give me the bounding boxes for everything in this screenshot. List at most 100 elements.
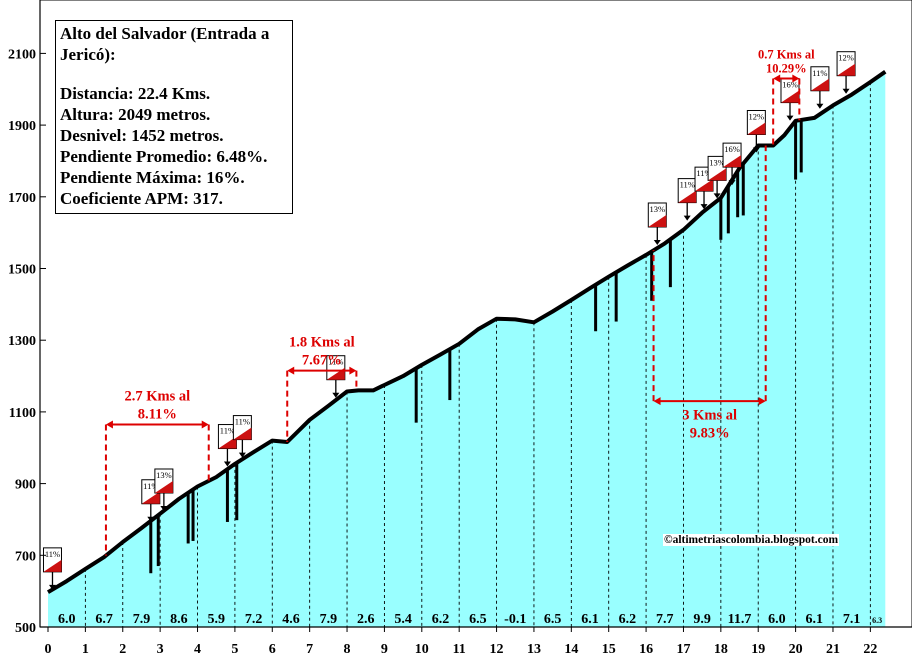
grade-sign-icon: 13% xyxy=(154,468,174,511)
grade-sign-label: 16% xyxy=(782,80,798,90)
sign-arrowhead xyxy=(816,103,824,109)
sign-arrowhead xyxy=(700,204,708,210)
sign-slope-triangle xyxy=(837,63,856,76)
x-tick-label: 9 xyxy=(381,642,388,657)
grade-sign-label: 16% xyxy=(724,144,740,154)
info-average-grade: Pendiente Promedio: 6.48%. xyxy=(60,147,268,166)
grade-sign-label: 11% xyxy=(143,481,158,491)
sign-slope-triangle xyxy=(141,491,160,504)
y-tick-label: 500 xyxy=(15,621,36,636)
sign-slope-triangle xyxy=(43,559,62,572)
x-tick-label: 14 xyxy=(564,642,578,657)
sign-slope-triangle xyxy=(233,427,252,440)
x-tick-label: 0 xyxy=(45,642,52,657)
sign-arrowhead xyxy=(160,505,168,511)
sign-arrowhead xyxy=(653,239,661,245)
km-grade-label: 6.2 xyxy=(619,612,637,627)
y-tick-label: 1500 xyxy=(8,263,36,278)
grade-sign-icon: 11% xyxy=(810,66,830,109)
segment-arrowhead-left xyxy=(653,397,661,406)
km-grade-label: 6.0 xyxy=(768,612,786,627)
x-tick-label: 1 xyxy=(82,642,89,657)
sign-arrowhead xyxy=(332,392,340,398)
grade-sign-label: 11% xyxy=(696,168,711,178)
climb-segment-label: 3 Kms al xyxy=(682,408,737,424)
y-tick-label: 1900 xyxy=(8,119,36,134)
climb-segment-annotation: 1.8 Kms al 7.67% xyxy=(286,335,358,443)
grade-sign-icon: 12% xyxy=(746,109,766,153)
km-grade-label: -0.1 xyxy=(504,612,526,627)
segment-arrowhead-left xyxy=(287,366,295,375)
sign-arrowhead xyxy=(752,147,760,153)
climb-info-box: Alto del Salvador (Entrada a Jericó): Di… xyxy=(55,20,293,214)
km-grade-label: 5.9 xyxy=(207,612,225,627)
x-tick-label: 20 xyxy=(789,642,803,657)
y-tick-label: 900 xyxy=(15,478,36,493)
climb-title: Alto del Salvador (Entrada a Jericó): xyxy=(60,24,270,64)
grade-sign-icon: 11% xyxy=(42,547,62,590)
climb-segment-label: 1.8 Kms al xyxy=(289,335,355,351)
sign-slope-triangle xyxy=(218,436,237,449)
km-grade-label: 6.2 xyxy=(432,612,450,627)
grade-sign-label: 13% xyxy=(156,470,172,480)
sign-arrowhead xyxy=(728,180,736,186)
climb-segment-label: 10.29% xyxy=(766,61,807,75)
sign-arrowhead xyxy=(238,452,246,458)
grade-sign-label: 11% xyxy=(680,180,695,190)
km-grade-label: 4.6 xyxy=(282,612,300,627)
sign-slope-triangle xyxy=(747,122,766,135)
climb-segment-annotation: 3 Kms al 9.83% xyxy=(652,145,767,442)
climb-segment-label: 0.7 Kms al xyxy=(758,47,815,61)
km-grade-label: 7.7 xyxy=(656,612,674,627)
grade-sign-icon: 13% xyxy=(647,202,667,245)
sign-slope-triangle xyxy=(723,155,742,168)
y-tick-label: 1700 xyxy=(8,191,36,206)
x-tick-label: 3 xyxy=(157,642,164,657)
grade-sign-label: 13% xyxy=(709,157,725,167)
x-tick-label: 18 xyxy=(714,642,728,657)
km-grade-label: 6.5 xyxy=(469,612,487,627)
km-grade-label: 6.1 xyxy=(581,612,599,627)
segment-arrowhead-right xyxy=(758,397,766,406)
sign-slope-triangle xyxy=(154,480,173,493)
km-grade-label: 11.7 xyxy=(728,612,752,627)
km-grade-label: 5.4 xyxy=(394,612,412,627)
km-grade-label: 6.1 xyxy=(806,612,824,627)
km-grade-label: 7.1 xyxy=(843,612,861,627)
km-grade-label: 9.9 xyxy=(693,612,711,627)
km-grade-label: 7.2 xyxy=(245,612,263,627)
sign-slope-triangle xyxy=(810,78,829,91)
info-altitude: Altura: 2049 metros. xyxy=(60,105,211,124)
km-grade-label: 2.6 xyxy=(357,612,375,627)
climb-segment-annotation: 2.7 Kms al 8.11% xyxy=(104,388,210,556)
x-tick-label: 11 xyxy=(453,642,466,657)
info-distance: Distancia: 22.4 Kms. xyxy=(60,84,211,103)
km-grade-label: 6.0 xyxy=(58,612,76,627)
grade-sign-icon: 16% xyxy=(780,78,800,121)
grade-sign-icon: 11% xyxy=(217,424,237,467)
grade-sign-label: 12% xyxy=(749,111,765,121)
profile-area xyxy=(48,71,886,627)
grade-sign-label: 11% xyxy=(235,417,250,427)
info-max-grade: Pendiente Máxima: 16%. xyxy=(60,168,245,187)
segment-arrowhead-right xyxy=(792,74,800,83)
sign-slope-triangle xyxy=(780,90,799,103)
x-tick-label: 2 xyxy=(119,642,126,657)
x-tick-label: 19 xyxy=(751,642,765,657)
climb-segment-label: 9.83% xyxy=(690,426,730,442)
profile-line xyxy=(46,70,887,594)
km-grade-label: 6.3 xyxy=(872,616,882,625)
sign-arrowhead xyxy=(147,516,155,522)
info-elevation-gain: Desnivel: 1452 metros. xyxy=(60,126,224,145)
sign-arrowhead xyxy=(786,115,794,121)
grade-sign-label: 11% xyxy=(812,68,827,78)
km-grade-label: 7.9 xyxy=(133,612,151,627)
x-tick-label: 6 xyxy=(269,642,276,657)
y-tick-label: 2100 xyxy=(8,47,36,62)
grade-sign-label: 11% xyxy=(220,426,235,436)
segment-arrowhead-right xyxy=(349,366,357,375)
y-tick-label: 700 xyxy=(15,549,36,564)
km-grade-label: 8.6 xyxy=(170,612,188,627)
x-tick-label: 13 xyxy=(527,642,541,657)
sign-slope-triangle xyxy=(708,168,727,181)
